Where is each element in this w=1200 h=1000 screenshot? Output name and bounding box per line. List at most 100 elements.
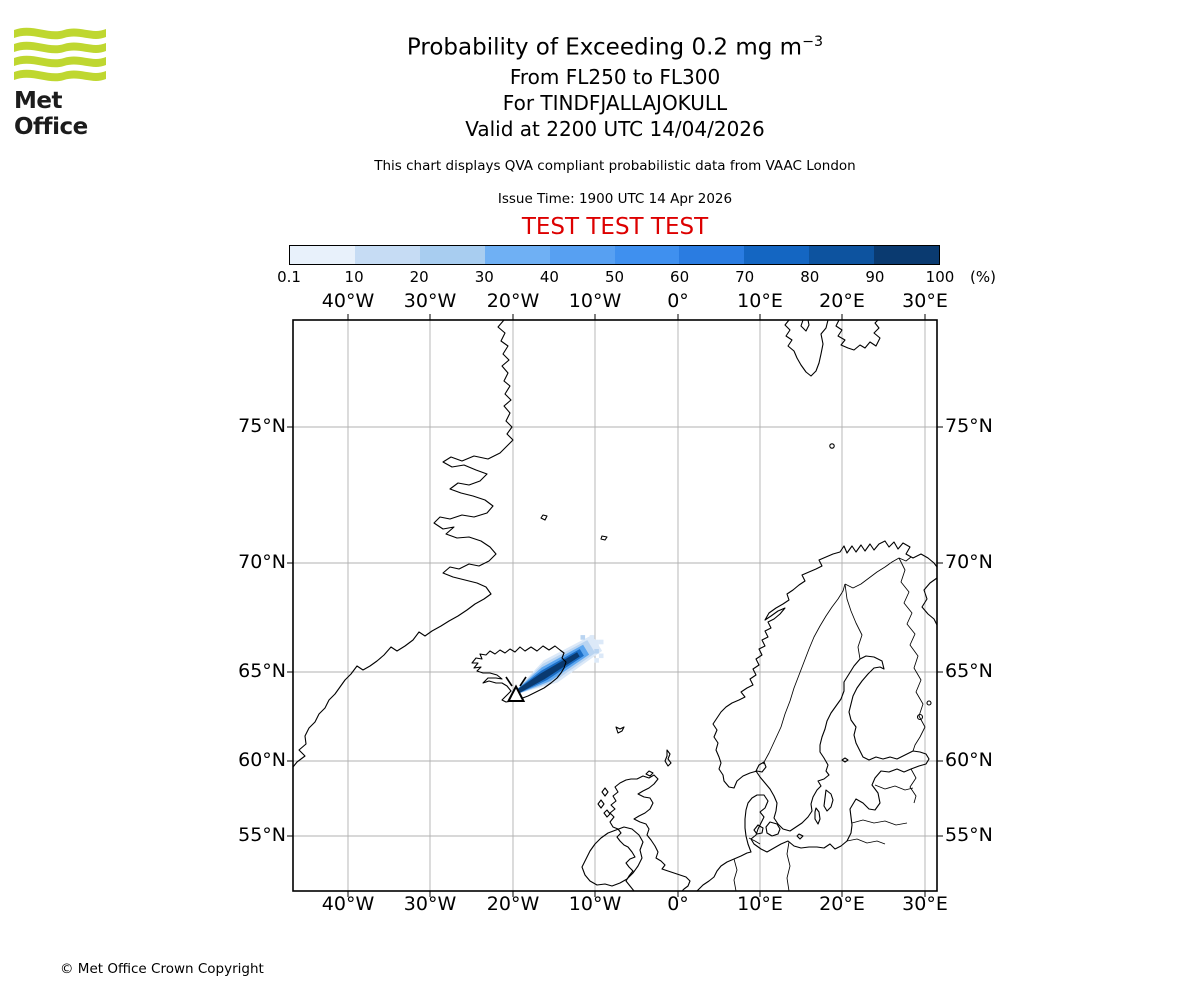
valid-time: Valid at 2200 UTC 14/04/2026 — [465, 116, 765, 141]
netherlands-germany-border — [733, 858, 738, 892]
colorbar-segment — [290, 246, 355, 264]
colorbar-tick-labels: (%) 0.1 10 20 30 40 50 60 70 80 90 100 — [277, 268, 1049, 288]
lithuania-russia-border — [846, 838, 886, 845]
latitude-label: 65°N — [945, 660, 993, 682]
met-office-logo-text: Met Office — [14, 88, 88, 140]
colorbar-segment — [354, 246, 420, 264]
latitude-labels-left: 75°N 70°N 65°N 60°N 55°N — [226, 320, 286, 895]
colorbar-tick-label: 10 — [344, 268, 364, 286]
colorbar-segment — [614, 246, 680, 264]
colorbar-segment — [419, 246, 485, 264]
shetland-islands — [664, 749, 672, 767]
sweden-finland-border — [844, 583, 863, 660]
colorbar-tick-label: 90 — [865, 268, 885, 286]
plume-raster-cell — [580, 635, 586, 640]
svalbard-spitsbergen-coastline — [784, 319, 829, 377]
greenland-coastline — [292, 319, 514, 768]
plume-raster-cell — [594, 639, 599, 645]
latitude-label: 65°N — [238, 660, 286, 682]
norway-finland-border — [844, 556, 912, 589]
flight-level-range: From FL250 to FL300 — [509, 64, 721, 89]
great-britain-coastline — [609, 774, 691, 892]
ireland-coastline — [581, 826, 644, 887]
latitude-labels-right: 75°N 70°N 65°N 60°N 55°N — [945, 320, 1005, 895]
longitude-label: 20°E — [819, 290, 865, 312]
poland-germany-border — [786, 841, 791, 892]
colorbar-tick-label: 30 — [474, 268, 494, 286]
latitude-label: 55°N — [238, 824, 286, 846]
test-banner: TEST TEST TEST — [521, 214, 709, 240]
longitude-label: 40°W — [321, 893, 375, 915]
title-block: Probability of Exceeding 0.2 mg m−3 From… — [293, 27, 937, 142]
bornholm-island — [796, 833, 804, 840]
iceland-coastline — [471, 645, 567, 703]
zealand-island — [765, 821, 781, 837]
plume-raster-cell — [598, 639, 604, 645]
latvia-lithuania-border — [851, 819, 908, 826]
colorbar-segment — [549, 246, 615, 264]
longitude-label: 0° — [667, 290, 689, 312]
bear-island — [829, 443, 835, 449]
longitude-label: 0° — [667, 893, 689, 915]
colorbar-tick-label: 100 — [925, 268, 955, 286]
estonia-russia-border — [909, 768, 917, 804]
axis-tick-marks — [287, 314, 943, 897]
probability-colorbar — [289, 245, 940, 265]
longitude-label: 20°W — [486, 290, 540, 312]
colorbar-tick-label: 50 — [604, 268, 625, 286]
jan-mayen-island — [600, 535, 608, 541]
colorbar-segment — [809, 246, 875, 264]
colorbar-segment — [679, 246, 745, 264]
norway-sweden-border — [762, 583, 846, 765]
map-canvas — [287, 314, 943, 897]
title-text: Probability of Exceeding 0.2 mg m — [406, 34, 803, 61]
white-sea-coastline — [921, 577, 938, 626]
latitude-label: 60°N — [945, 749, 993, 771]
oland-island — [814, 807, 821, 825]
lake-onega — [926, 700, 932, 706]
longitude-label: 30°W — [403, 290, 457, 312]
finland-russia-border — [898, 557, 926, 752]
aland-islands — [841, 757, 849, 763]
colorbar-unit-label: (%) — [970, 268, 996, 286]
continental-europe-coastline — [696, 540, 938, 892]
plume-raster-cell — [594, 644, 599, 649]
lake-ladoga — [916, 713, 924, 721]
funen-island — [753, 824, 764, 835]
colorbar-segment — [484, 246, 550, 264]
estonia-latvia-border — [874, 784, 914, 791]
ash-probability-plume — [511, 634, 604, 700]
latitude-label: 75°N — [238, 415, 286, 437]
longitude-labels-bottom: 40°W 30°W 20°W 10°W 0° 10°E 20°E 30°E — [293, 893, 948, 917]
met-office-logo-waves — [14, 27, 106, 82]
colorbar-tick-label: 70 — [735, 268, 755, 286]
colorbar-segment — [744, 246, 810, 264]
longitude-label: 30°E — [902, 893, 948, 915]
longitude-label: 40°W — [321, 290, 375, 312]
graticule-gridlines — [293, 320, 937, 891]
colorbar-tick-label: 60 — [670, 268, 690, 286]
plume-probability-band — [516, 652, 580, 694]
latitude-label: 70°N — [238, 551, 286, 573]
qva-compliance-note: This chart displays QVA compliant probab… — [374, 158, 856, 174]
longitude-labels-top: 40°W 30°W 20°W 10°W 0° 10°E 20°E 30°E — [293, 290, 948, 314]
gotland-island — [823, 789, 834, 812]
met-office-logo: Met Office — [14, 24, 134, 140]
plume-raster-cell — [598, 653, 604, 659]
svalbard-nordaustlandet-coastline — [835, 319, 881, 351]
longitude-label: 30°W — [403, 893, 457, 915]
orkney-islands — [645, 770, 654, 777]
title-exponent: −3 — [802, 34, 824, 50]
plume-raster-cell — [594, 648, 599, 654]
volcano-name: For TINDFJALLAJOKULL — [502, 90, 728, 115]
colorbar-tick-label: 80 — [800, 268, 820, 286]
page-title: Probability of Exceeding 0.2 mg m−3 — [293, 27, 937, 64]
longitude-label: 10°W — [568, 290, 622, 312]
longitude-label: 30°E — [902, 290, 948, 312]
latitude-label: 55°N — [945, 824, 993, 846]
colorbar-tick-label: 0.1 — [277, 268, 301, 286]
greenland-islet — [540, 514, 548, 521]
plume-raster-cell — [594, 658, 599, 663]
latitude-label: 60°N — [238, 749, 286, 771]
longitude-label: 10°W — [568, 893, 622, 915]
